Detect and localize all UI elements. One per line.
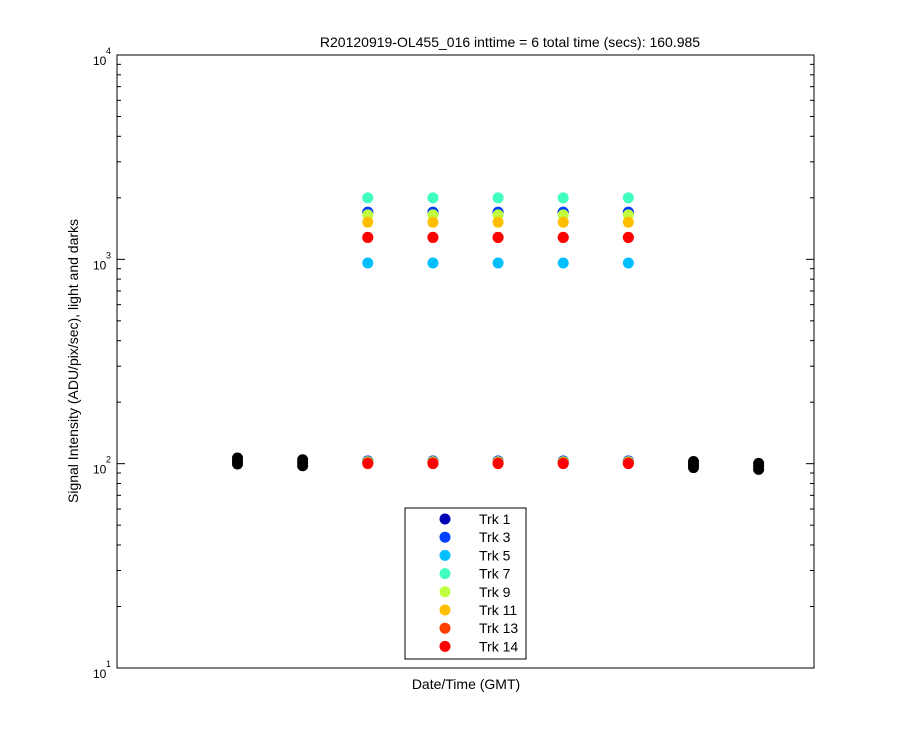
y-axis-label: Signal Intensity (ADU/pix/sec), light an… xyxy=(65,219,81,503)
series-point xyxy=(622,192,634,204)
legend-label: Trk 7 xyxy=(479,566,511,582)
legend: Trk 1 Trk 3 Trk 5 Trk 7 Trk 9 Trk 11 Trk 13 Trk… xyxy=(404,507,527,660)
legend-marker xyxy=(439,586,451,598)
series-point xyxy=(492,257,504,269)
x-axis-label: Date/Time (GMT) xyxy=(412,676,520,692)
y-tick-label: 10 xyxy=(93,463,107,477)
series-point xyxy=(492,216,504,228)
series-point xyxy=(427,192,439,204)
legend-marker xyxy=(439,531,451,543)
legend-label: Trk 5 xyxy=(479,547,511,563)
legend-marker xyxy=(439,513,451,525)
dark-point xyxy=(687,462,699,474)
y-tick-exponent: 2 xyxy=(106,455,111,465)
y-tick-label: 10 xyxy=(93,258,107,272)
series-point xyxy=(622,231,634,243)
series-point xyxy=(557,216,569,228)
legend-marker xyxy=(439,604,451,616)
legend-label: Trk 1 xyxy=(479,511,511,527)
legend-marker xyxy=(439,549,451,561)
legend-marker xyxy=(439,640,451,652)
y-tick-label: 10 xyxy=(93,667,107,681)
legend-label: Trk 13 xyxy=(479,620,518,636)
legend-label: Trk 9 xyxy=(479,584,511,600)
series-point xyxy=(362,231,374,243)
series-dark-point xyxy=(362,458,374,470)
legend-box xyxy=(404,507,527,660)
series-point xyxy=(427,257,439,269)
series-point xyxy=(622,216,634,228)
series-point xyxy=(622,257,634,269)
legend-marker xyxy=(439,568,451,580)
series-point xyxy=(362,257,374,269)
legend-marker xyxy=(439,622,451,634)
series-point xyxy=(427,231,439,243)
chart-title: R20120919-OL455_016 inttime = 6 total ti… xyxy=(320,34,700,50)
series-point xyxy=(492,192,504,204)
dark-points xyxy=(232,452,765,475)
series-point xyxy=(362,192,374,204)
y-tick-exponent: 1 xyxy=(106,659,111,669)
series-points xyxy=(362,192,634,470)
series-dark-point xyxy=(557,458,569,470)
legend-label: Trk 3 xyxy=(479,529,511,545)
series-point xyxy=(557,192,569,204)
series-point xyxy=(557,231,569,243)
y-tick-exponent: 4 xyxy=(106,46,111,56)
dark-point xyxy=(232,458,244,470)
series-dark-point xyxy=(622,458,634,470)
series-point xyxy=(492,231,504,243)
series-dark-point xyxy=(427,458,439,470)
legend-label: Trk 11 xyxy=(479,602,517,618)
series-dark-point xyxy=(492,458,504,470)
dark-point xyxy=(297,460,309,472)
series-point xyxy=(557,257,569,269)
y-tick-label: 10 xyxy=(93,54,107,68)
legend-items: Trk 1 Trk 3 Trk 5 Trk 7 Trk 9 Trk 11 Trk 13 Trk… xyxy=(439,511,518,654)
dark-point xyxy=(753,463,765,475)
y-tick-exponent: 3 xyxy=(106,250,111,260)
legend-label: Trk 14 xyxy=(479,638,518,654)
series-point xyxy=(427,216,439,228)
series-point xyxy=(362,216,374,228)
y-minor-ticks xyxy=(117,63,814,607)
